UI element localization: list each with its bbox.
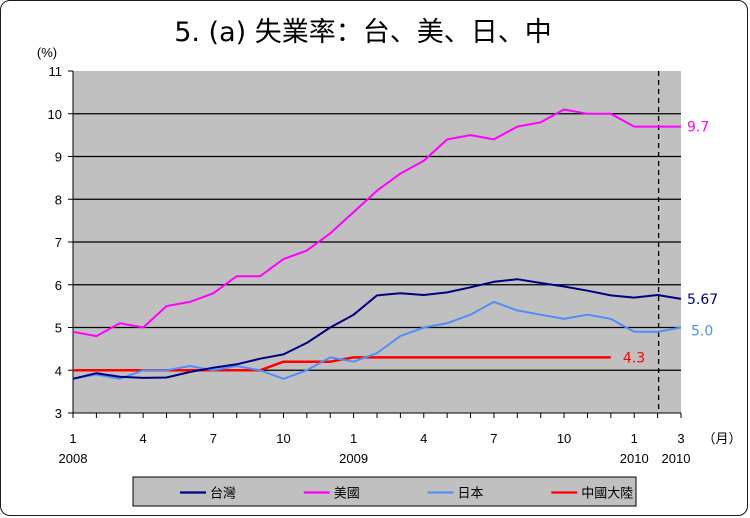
legend-label-4: 中國大陸 xyxy=(581,486,633,502)
x-year-label: 2009 xyxy=(339,451,368,466)
x-tick-label: 4 xyxy=(420,431,427,446)
series-line-3 xyxy=(72,300,682,380)
x-year-label: 2010 xyxy=(620,451,649,466)
x-tick-label: 7 xyxy=(490,431,497,446)
x-year-label: 2008 xyxy=(59,451,88,466)
chart-title: 5. (a) 失業率：台、美、日、中 xyxy=(174,17,552,48)
y-tick-label: 9 xyxy=(55,150,62,165)
series-end-label: 4.3 xyxy=(623,350,645,366)
series-line-1 xyxy=(72,278,682,380)
y-tick-label: 8 xyxy=(55,192,62,207)
y-tick-label: 10 xyxy=(48,107,62,122)
series-end-label: 9.7 xyxy=(687,120,709,136)
y-tick-label: 3 xyxy=(55,406,62,421)
x-tick-label: 1 xyxy=(350,431,357,446)
x-tick-label: 1 xyxy=(69,431,76,446)
y-tick-label: 4 xyxy=(55,363,62,378)
x-tick-label: 10 xyxy=(276,431,290,446)
x-axis-unit: （月） xyxy=(702,431,741,446)
y-axis-unit: (%) xyxy=(37,45,57,60)
series-end-label: 5.0 xyxy=(691,324,713,340)
legend: 台灣 美國 日本 中國大陸 xyxy=(132,476,637,507)
x-year-label: 2010 xyxy=(662,451,691,466)
legend-label-2: 美國 xyxy=(334,487,360,502)
x-tick-label: 1 xyxy=(631,431,638,446)
y-tick-label: 7 xyxy=(55,235,62,250)
y-tick-label: 11 xyxy=(49,64,63,79)
x-tick-label: 10 xyxy=(557,431,571,446)
x-tick-label: 4 xyxy=(140,431,147,446)
series-end-label: 5.67 xyxy=(687,292,718,308)
series-line-2 xyxy=(72,108,681,338)
y-tick-label: 5 xyxy=(55,321,62,336)
x-tick-label: 3 xyxy=(677,431,684,446)
legend-label-1: 台灣 xyxy=(210,487,236,502)
legend-label-3: 日本 xyxy=(458,487,484,502)
y-tick-label: 6 xyxy=(55,278,62,293)
x-tick-label: 7 xyxy=(210,431,217,446)
